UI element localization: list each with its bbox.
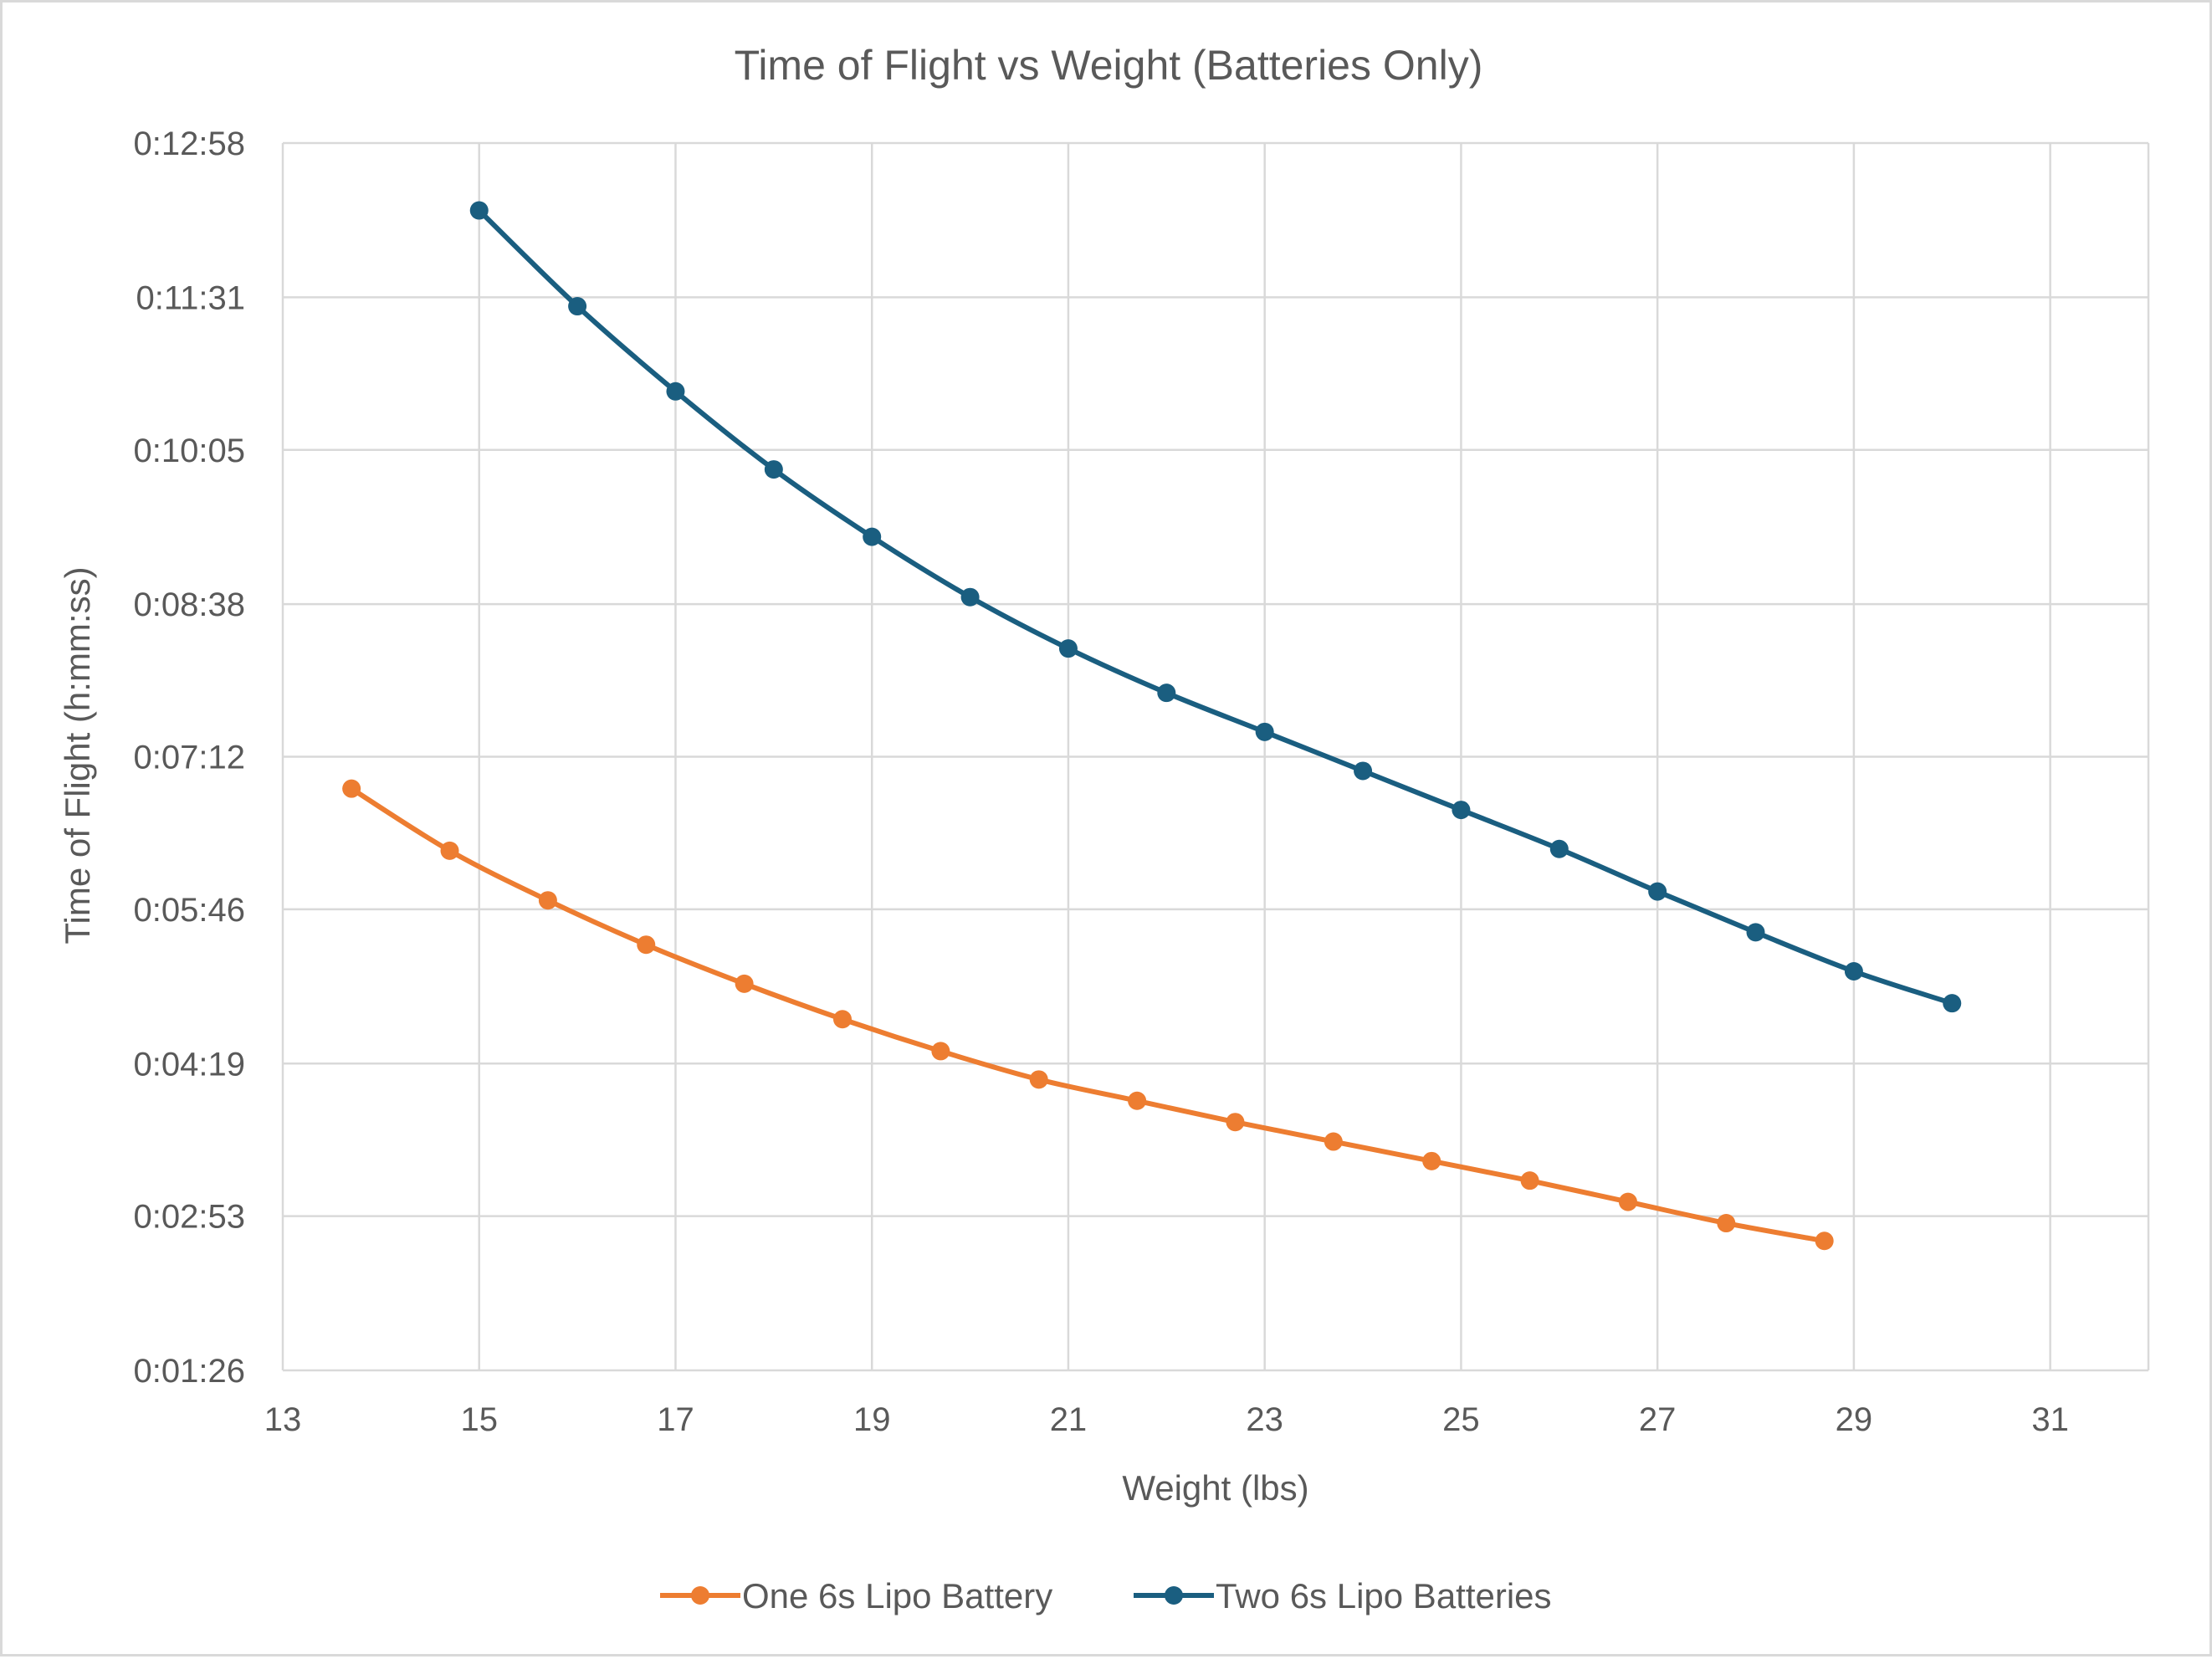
data-point bbox=[833, 1010, 852, 1029]
data-point bbox=[735, 974, 754, 993]
data-point bbox=[1324, 1132, 1343, 1151]
x-tick-label: 31 bbox=[2031, 1401, 2069, 1438]
data-point bbox=[637, 935, 656, 955]
axis-ticks: 0:01:26 0:02:53 0:04:19 0:05:46 0:07:12 0:08:… bbox=[134, 125, 2069, 1438]
data-point bbox=[960, 587, 980, 607]
y-tick-label: 0:01:26 bbox=[134, 1353, 245, 1390]
y-tick-label: 0:05:46 bbox=[134, 892, 245, 929]
legend-label: Two 6s Lipo Batteries bbox=[1216, 1576, 1552, 1615]
legend: One 6s Lipo Battery Two 6s Lipo Batteries bbox=[660, 1576, 1552, 1615]
data-point bbox=[469, 201, 489, 220]
x-tick-label: 25 bbox=[1442, 1401, 1480, 1438]
data-point bbox=[1943, 994, 1962, 1013]
x-tick-label: 17 bbox=[657, 1401, 694, 1438]
data-point bbox=[1844, 962, 1863, 981]
series-line bbox=[476, 207, 1955, 1006]
series-1 bbox=[342, 779, 1834, 1251]
data-point bbox=[1815, 1231, 1834, 1251]
data-point bbox=[1128, 1091, 1147, 1110]
x-tick-label: 27 bbox=[1639, 1401, 1677, 1438]
data-point bbox=[1746, 923, 1765, 942]
data-point bbox=[863, 527, 882, 546]
data-point bbox=[440, 841, 459, 860]
x-tick-label: 23 bbox=[1246, 1401, 1283, 1438]
legend-item: One 6s Lipo Battery bbox=[660, 1576, 1052, 1615]
legend-item: Two 6s Lipo Batteries bbox=[1134, 1576, 1552, 1615]
x-tick-label: 19 bbox=[853, 1401, 891, 1438]
x-tick-label: 15 bbox=[460, 1401, 498, 1438]
data-point bbox=[1618, 1192, 1637, 1211]
y-tick-label: 0:04:19 bbox=[134, 1046, 245, 1083]
x-tick-label: 13 bbox=[264, 1401, 302, 1438]
data-point bbox=[1648, 882, 1667, 901]
data-point bbox=[1549, 839, 1569, 858]
data-point bbox=[1255, 722, 1274, 741]
data-point bbox=[1029, 1070, 1048, 1089]
data-point bbox=[1452, 801, 1471, 820]
data-point bbox=[342, 779, 361, 798]
chart-title: Time of Flight vs Weight (Batteries Only… bbox=[735, 42, 1483, 89]
data-point bbox=[1157, 684, 1176, 703]
series-2 bbox=[469, 201, 1962, 1013]
data-point bbox=[764, 460, 783, 479]
line-chart: Time of Flight vs Weight (Batteries Only… bbox=[58, 42, 2150, 1615]
data-point bbox=[666, 381, 685, 401]
gridlines bbox=[281, 141, 2150, 1372]
y-axis-title: Time of Flight (h:mm:ss) bbox=[58, 566, 97, 944]
data-point bbox=[1226, 1113, 1245, 1132]
x-tick-label: 21 bbox=[1050, 1401, 1088, 1438]
data-point bbox=[1520, 1171, 1539, 1190]
y-tick-label: 0:07:12 bbox=[134, 740, 245, 776]
data-point bbox=[931, 1042, 950, 1061]
data-point bbox=[568, 297, 587, 316]
legend-label: One 6s Lipo Battery bbox=[742, 1576, 1052, 1615]
legend-marker bbox=[1165, 1586, 1183, 1605]
x-tick-label: 29 bbox=[1836, 1401, 1873, 1438]
series-group bbox=[342, 201, 1962, 1251]
y-tick-label: 0:02:53 bbox=[134, 1199, 245, 1236]
x-axis-title: Weight (lbs) bbox=[1122, 1468, 1308, 1508]
data-point bbox=[1354, 761, 1373, 781]
data-point bbox=[538, 891, 557, 910]
data-point bbox=[1058, 639, 1078, 658]
y-tick-label: 0:08:38 bbox=[134, 586, 245, 623]
y-tick-label: 0:12:58 bbox=[134, 125, 245, 162]
data-point bbox=[1422, 1151, 1441, 1170]
legend-marker bbox=[691, 1586, 709, 1605]
y-tick-label: 0:11:31 bbox=[136, 279, 246, 316]
series-line bbox=[349, 786, 1827, 1244]
y-tick-label: 0:10:05 bbox=[134, 433, 245, 469]
data-point bbox=[1717, 1214, 1736, 1233]
